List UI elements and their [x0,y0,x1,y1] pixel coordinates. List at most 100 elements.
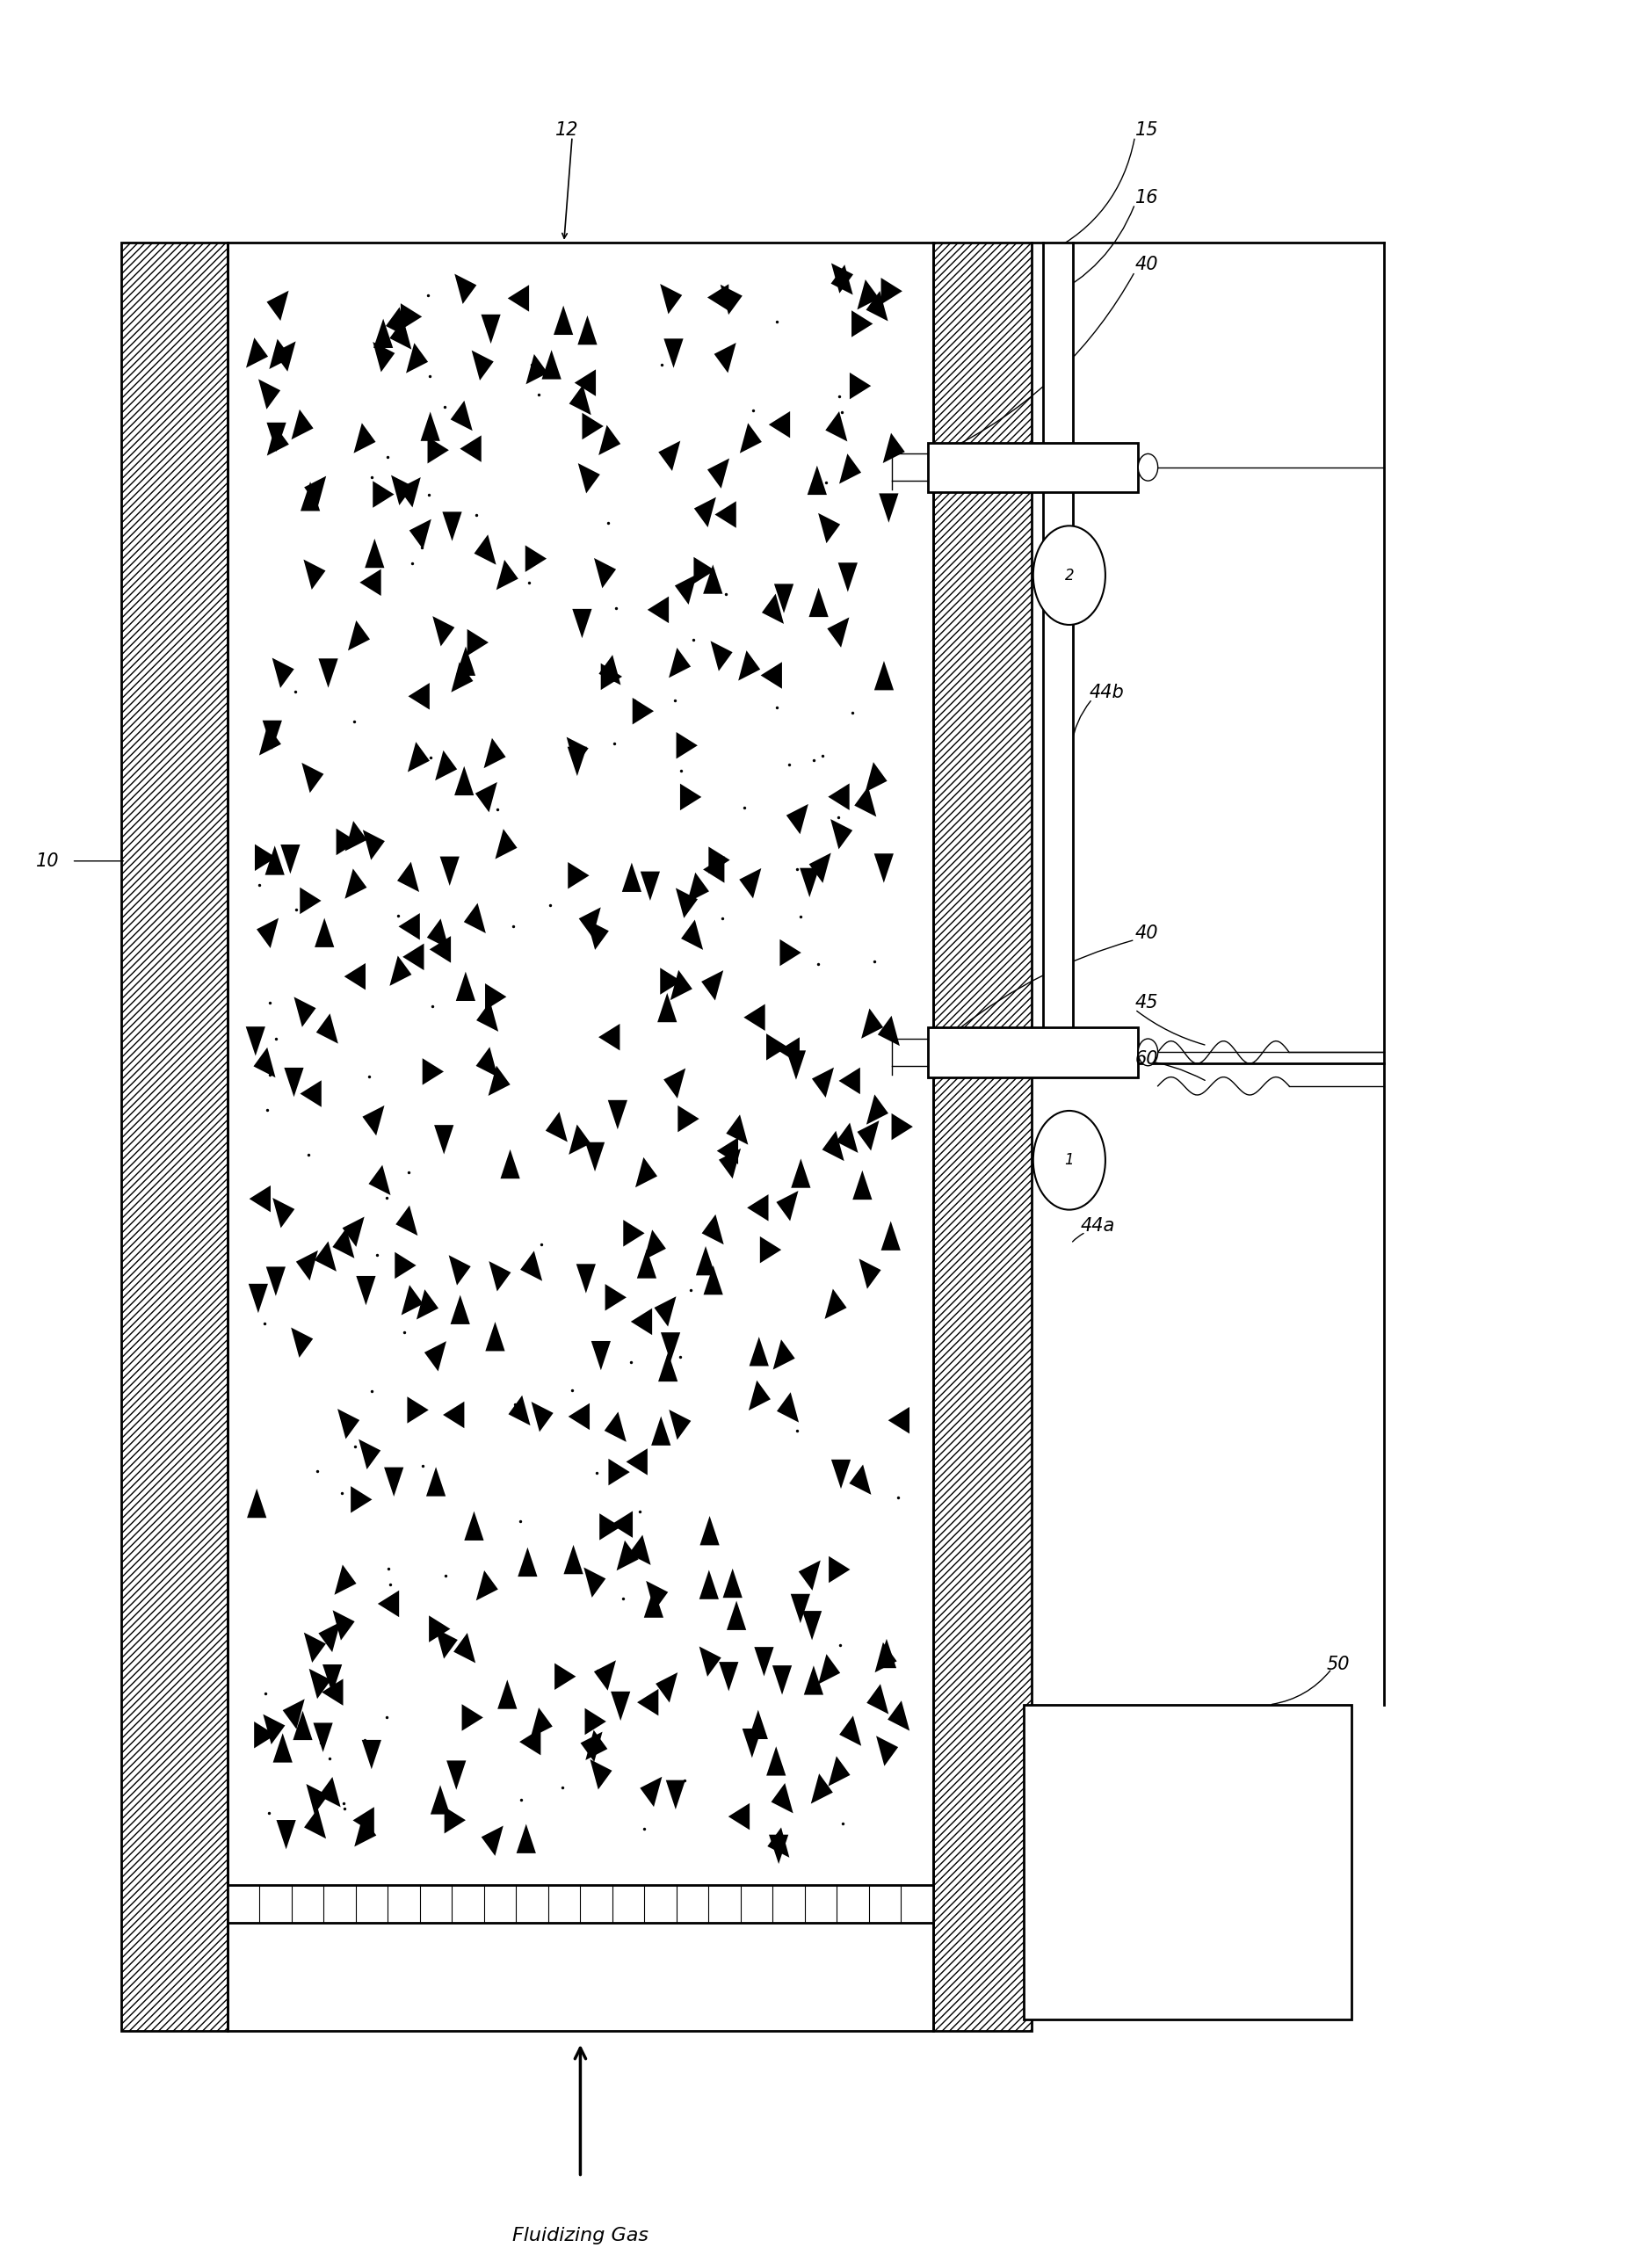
Polygon shape [360,570,382,595]
Polygon shape [590,1760,611,1789]
Point [256,984,282,1020]
Bar [933,242,1031,2031]
Polygon shape [301,1081,320,1106]
Polygon shape [354,1816,377,1846]
Polygon shape [861,1009,882,1038]
Polygon shape [423,1059,443,1086]
Polygon shape [408,742,430,771]
Polygon shape [743,1004,765,1031]
Polygon shape [416,1289,438,1319]
Polygon shape [383,1468,403,1497]
Point [416,357,443,394]
Point [358,1373,385,1409]
Polygon shape [639,1776,662,1807]
Polygon shape [664,339,682,369]
Point [515,566,542,602]
Polygon shape [406,344,428,373]
Polygon shape [515,1823,535,1853]
Polygon shape [507,285,529,312]
Polygon shape [434,751,458,780]
Polygon shape [322,1665,342,1694]
Polygon shape [567,746,586,776]
Polygon shape [887,1407,909,1434]
Polygon shape [707,459,729,489]
Polygon shape [661,1332,681,1362]
Polygon shape [395,1206,418,1235]
Polygon shape [767,1034,788,1061]
Polygon shape [481,314,501,344]
Polygon shape [839,455,861,484]
Polygon shape [628,1536,651,1565]
Polygon shape [263,1715,284,1744]
Polygon shape [520,1251,542,1280]
Polygon shape [710,640,732,672]
Polygon shape [852,1169,872,1199]
Polygon shape [425,1341,446,1371]
Point [330,1789,357,1825]
Polygon shape [292,1710,312,1739]
Polygon shape [426,918,449,948]
Bar [928,1027,1138,1077]
Polygon shape [496,828,517,860]
Polygon shape [344,964,365,991]
Polygon shape [484,737,506,769]
Point [529,1226,555,1262]
Polygon shape [748,1380,770,1411]
Circle shape [1032,525,1105,624]
Polygon shape [882,432,904,464]
Point [385,898,411,934]
Polygon shape [378,1590,398,1617]
Text: 10: 10 [36,853,59,871]
Polygon shape [276,1821,296,1850]
Polygon shape [657,441,681,470]
Bar [228,1884,933,1923]
Polygon shape [722,1568,742,1597]
Polygon shape [838,563,857,593]
Polygon shape [352,1807,373,1834]
Polygon shape [798,1561,819,1590]
Polygon shape [762,593,783,624]
Polygon shape [354,423,375,452]
Polygon shape [857,1120,879,1151]
Polygon shape [717,1138,738,1165]
Polygon shape [406,1396,428,1423]
Point [390,1314,416,1350]
Polygon shape [269,339,291,369]
Polygon shape [266,423,286,452]
Polygon shape [806,466,826,495]
Polygon shape [304,475,325,507]
Point [667,753,694,789]
Polygon shape [453,1633,476,1663]
Polygon shape [611,1692,629,1721]
Polygon shape [719,1663,738,1692]
Polygon shape [821,1131,844,1160]
Polygon shape [659,968,681,995]
Polygon shape [454,274,476,303]
Polygon shape [811,1773,833,1803]
Polygon shape [585,1708,606,1735]
Circle shape [1138,455,1158,482]
Polygon shape [319,1622,340,1651]
Polygon shape [828,783,849,810]
Polygon shape [771,1782,793,1814]
Polygon shape [608,1099,628,1129]
Polygon shape [304,559,325,590]
Polygon shape [773,1339,795,1371]
Polygon shape [577,314,596,344]
Polygon shape [322,1678,344,1706]
Polygon shape [410,518,431,550]
Polygon shape [448,1255,471,1285]
Polygon shape [545,1113,567,1142]
Bar [121,242,228,2031]
Polygon shape [808,588,828,618]
Polygon shape [350,1486,372,1513]
Polygon shape [639,871,659,900]
Point [507,1504,534,1540]
Polygon shape [704,1264,722,1294]
Polygon shape [256,918,279,948]
Point [246,866,273,903]
Point [525,375,552,412]
Point [431,389,458,425]
Polygon shape [302,762,324,794]
Polygon shape [621,862,641,891]
